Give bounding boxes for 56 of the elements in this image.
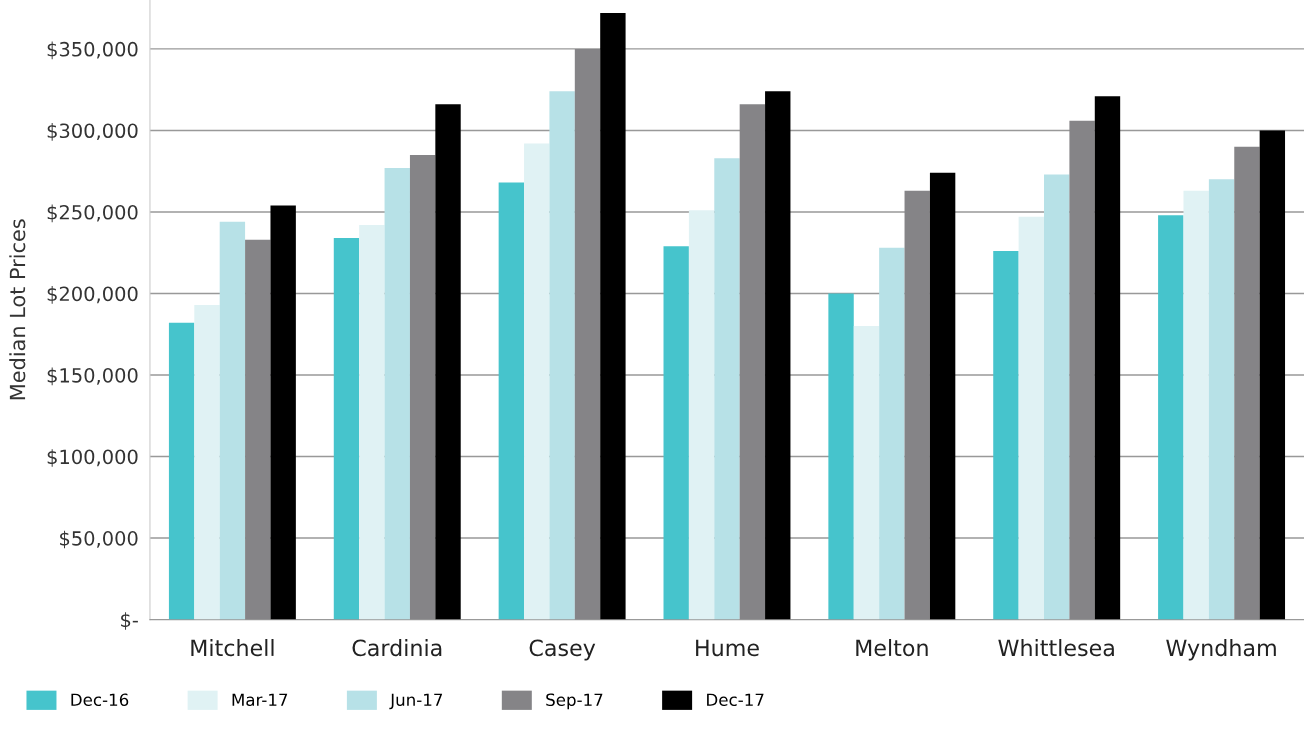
y-tick-label: $- [121, 612, 138, 630]
bar [435, 104, 461, 620]
bar [384, 167, 410, 620]
bar [168, 322, 195, 620]
bar [219, 221, 246, 620]
bar [1094, 96, 1121, 620]
bar [1018, 216, 1045, 620]
x-tick-label: Wyndham [1166, 639, 1276, 661]
x-tick-label: Casey [529, 639, 596, 661]
y-tick-label: $300,000 [47, 123, 138, 141]
legend-label: Mar-17 [232, 693, 288, 707]
bar [1259, 130, 1286, 620]
x-tick-label: Melton [856, 639, 928, 657]
y-tick-label: $350,000 [47, 41, 138, 60]
bar [333, 238, 360, 620]
y-axis-title: Median Lot Prices [9, 219, 26, 400]
bar [714, 158, 740, 620]
x-tick-label: Mitchell [191, 639, 274, 657]
bar [524, 143, 550, 620]
y-tick-label: $150,000 [47, 367, 138, 386]
bar [879, 247, 905, 620]
x-tick-label: Whittlesea [998, 639, 1114, 657]
x-tick-label: Hume [696, 639, 759, 657]
bar [663, 246, 689, 620]
bar [1158, 215, 1184, 620]
bar [929, 172, 956, 620]
bar [1044, 174, 1070, 620]
bar [904, 190, 930, 620]
bar [688, 210, 715, 620]
x-tick-label: Cardinia [352, 639, 442, 657]
legend-label: Dec-17 [707, 693, 764, 707]
legend-label: Dec-16 [71, 693, 129, 707]
bar [1208, 179, 1235, 620]
bar [409, 154, 436, 620]
y-tick-label: $50,000 [60, 530, 138, 549]
bar [574, 48, 601, 620]
y-tick-label: $100,000 [47, 449, 138, 467]
legend-label: Jun-17 [389, 693, 443, 710]
bar [359, 225, 385, 620]
y-tick-label: $250,000 [47, 204, 138, 223]
bar [1183, 190, 1209, 620]
legend-label: Sep-17 [546, 693, 603, 710]
bar [1234, 146, 1260, 620]
bar [828, 293, 854, 620]
bar [739, 104, 766, 620]
y-tick-label: $200,000 [47, 286, 138, 304]
bar [549, 91, 575, 620]
bar [993, 251, 1019, 620]
bar [600, 13, 626, 620]
bar [245, 239, 271, 620]
bar [853, 326, 880, 620]
bar [270, 205, 296, 620]
bar [765, 91, 791, 620]
bar [194, 304, 220, 620]
bar [1069, 120, 1095, 620]
bar [498, 182, 525, 620]
